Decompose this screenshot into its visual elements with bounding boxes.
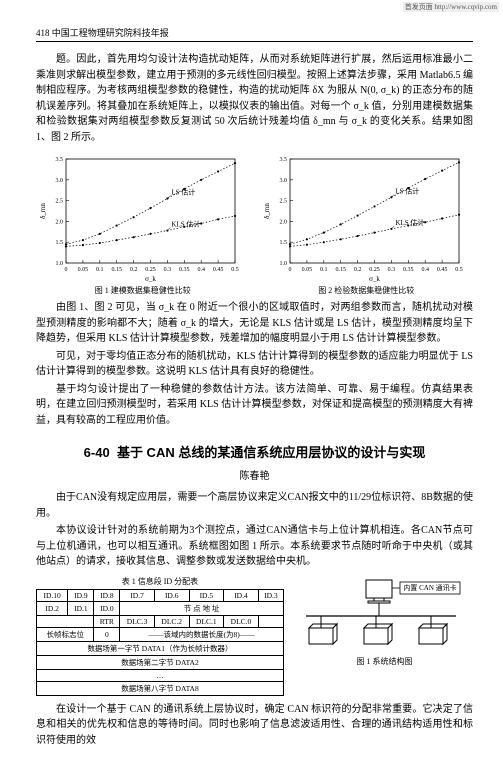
svg-text:3.0: 3.0	[279, 178, 287, 184]
paragraph-4: 基于均匀设计提出了一种稳健的参数估计方法。该方法简单、可靠、易于编程。仿真结果表…	[36, 382, 473, 429]
chart-2-svg: 0 0.05 0.1 0.15 0.2 0.25 0.3 0.35 0.4 0.45 0.5 1.0 1…	[260, 153, 465, 283]
svg-text:3.5: 3.5	[279, 157, 287, 163]
svg-text:0.3: 0.3	[164, 267, 172, 273]
chart-1-svg: 0 0.05 0.1 0.15 0.2 0.25 0.3 0.35 0.4 0.45 0.5 1.0 1…	[36, 153, 241, 283]
svg-text:2.5: 2.5	[56, 199, 64, 205]
page-header: 418 中国工程物理研究院科技年报	[36, 26, 473, 42]
author: 陈春艳	[36, 467, 473, 482]
svg-text:0.5: 0.5	[231, 267, 239, 273]
svg-text:δ_mn: δ_mn	[263, 203, 271, 219]
svg-text:0.45: 0.45	[213, 267, 224, 273]
svg-text:0: 0	[288, 267, 291, 273]
svg-text:LS 估计: LS 估计	[171, 188, 195, 197]
diagram-1-wrap: 内置 CAN 通讯卡 图 1 系统结构图	[296, 576, 473, 666]
svg-text:0.2: 0.2	[353, 267, 361, 273]
svg-text:0.1: 0.1	[96, 267, 104, 273]
svg-text:1.0: 1.0	[279, 261, 287, 267]
svg-text:0.25: 0.25	[369, 267, 380, 273]
paragraph-2: 由图 1、图 2 可见，当 σ_k 在 0 附近一个很小的区域取值时，对两组参数…	[36, 300, 473, 347]
paragraph-3: 可见，对于零均值正态分布的随机扰动，KLS 估计计算得到的模型参数的适应能力明显…	[36, 349, 473, 380]
svg-text:KLS 估计: KLS 估计	[395, 218, 424, 227]
svg-text:3.0: 3.0	[56, 178, 64, 184]
table-1-caption: 表 1 信息段 ID 分配表	[36, 576, 284, 587]
svg-text:0.3: 0.3	[387, 267, 395, 273]
charts-row: 0 0.05 0.1 0.15 0.2 0.25 0.3 0.35 0.4 0.45 0.5 1.0 1…	[36, 153, 473, 296]
svg-text:0.25: 0.25	[145, 267, 156, 273]
svg-text:0.2: 0.2	[130, 267, 138, 273]
svg-text:1.5: 1.5	[279, 240, 287, 246]
svg-text:KLS 估计: KLS 估计	[171, 220, 200, 229]
table-1-wrap: 表 1 信息段 ID 分配表 ID.10ID.9ID.8ID.7ID.6ID.5…	[36, 576, 284, 696]
table-1: ID.10ID.9ID.8ID.7ID.6ID.5ID.4ID.3ID.2ID.…	[36, 589, 284, 696]
chart-2-caption: 图 2 检验数据集稳健性比较	[260, 285, 474, 296]
paragraph-6: 本协议设计针对的系统前期为3个测控点，通过CAN通信卡与上位计算机相连。各CAN…	[36, 523, 473, 570]
svg-text:0.4: 0.4	[197, 267, 205, 273]
page-body: 418 中国工程物理研究院科技年报 题。因此，首先用均匀设计法构造扰动矩阵，从而…	[0, 0, 503, 760]
svg-text:σ_k: σ_k	[369, 275, 380, 283]
chart-1-caption: 图 1 建模数据集稳健性比较	[36, 285, 250, 296]
svg-text:σ_k: σ_k	[145, 275, 156, 283]
paragraph-5: 由于CAN没有规定应用层，需要一个高层协议来定义CAN报文中的11/29位标识符…	[36, 490, 473, 521]
diagram-1-caption: 图 1 系统结构图	[296, 656, 473, 667]
svg-text:0.15: 0.15	[111, 267, 122, 273]
svg-text:2.0: 2.0	[279, 219, 287, 225]
svg-text:0: 0	[65, 267, 68, 273]
svg-text:3.5: 3.5	[56, 157, 64, 163]
svg-text:0.15: 0.15	[335, 267, 346, 273]
svg-text:δ_mn: δ_mn	[39, 203, 47, 219]
svg-text:0.05: 0.05	[301, 267, 312, 273]
svg-text:1.0: 1.0	[56, 261, 64, 267]
table-and-diagram-row: 表 1 信息段 ID 分配表 ID.10ID.9ID.8ID.7ID.6ID.5…	[36, 576, 473, 696]
svg-text:0.35: 0.35	[179, 267, 190, 273]
section-number: 6-40	[84, 445, 110, 460]
svg-text:0.45: 0.45	[436, 267, 447, 273]
paragraph-1: 题。因此，首先用均匀设计法构造扰动矩阵，从而对系统矩阵进行扩展，然后运用标准最小…	[36, 52, 473, 145]
chart-1: 0 0.05 0.1 0.15 0.2 0.25 0.3 0.35 0.4 0.45 0.5 1.0 1…	[36, 153, 250, 296]
svg-text:0.35: 0.35	[403, 267, 414, 273]
svg-text:LS 估计: LS 估计	[395, 186, 419, 195]
watermark: 首发页面 http://www.cqvip.com	[403, 2, 499, 12]
diagram-1-svg: 内置 CAN 通讯卡	[296, 576, 466, 654]
svg-text:0.4: 0.4	[421, 267, 429, 273]
svg-text:2.5: 2.5	[279, 199, 287, 205]
chart-2: 0 0.05 0.1 0.15 0.2 0.25 0.3 0.35 0.4 0.45 0.5 1.0 1…	[260, 153, 474, 296]
svg-text:内置 CAN 通讯卡: 内置 CAN 通讯卡	[403, 583, 456, 592]
section-heading: 6-40 基于 CAN 总线的某通信系统应用层协议的设计与实现	[36, 442, 473, 461]
svg-text:0.05: 0.05	[78, 267, 89, 273]
svg-text:0.5: 0.5	[455, 267, 463, 273]
section-title-text: 基于 CAN 总线的某通信系统应用层协议的设计与实现	[117, 445, 425, 460]
svg-text:2.0: 2.0	[56, 219, 64, 225]
svg-text:0.1: 0.1	[320, 267, 328, 273]
svg-text:1.5: 1.5	[56, 240, 64, 246]
